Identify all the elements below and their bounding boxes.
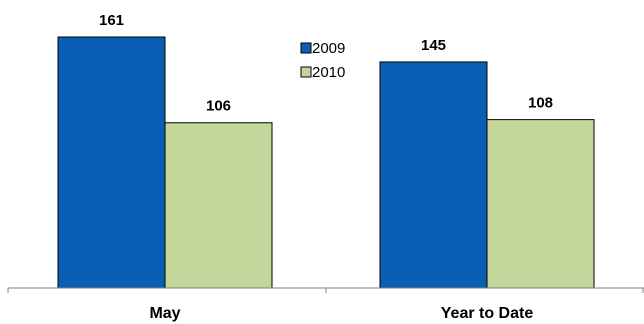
bar-year-to-date-2010	[486, 119, 595, 289]
value-label-may-2009: 161	[99, 12, 124, 29]
legend-swatch-2010	[300, 66, 312, 78]
bar-year-to-date-2009	[379, 61, 488, 289]
legend-label-2010: 2010	[312, 64, 345, 81]
x-axis	[7, 287, 644, 293]
legend-label-2009: 2009	[312, 40, 345, 57]
value-labels-group: 161 106 145 108	[99, 12, 553, 115]
value-label-year-to-date-2009: 145	[421, 37, 446, 54]
bar-may-2009	[57, 36, 166, 289]
value-label-year-to-date-2010: 108	[528, 95, 553, 112]
value-label-may-2010: 106	[206, 98, 231, 115]
bars-group	[57, 36, 595, 289]
bar-may-2010	[164, 122, 273, 289]
category-labels-group: May Year to Date	[149, 305, 533, 322]
category-label-year-to-date: Year to Date	[441, 305, 534, 322]
legend-swatch-2009	[300, 42, 312, 54]
category-label-may: May	[149, 305, 180, 322]
legend: 2009 2010	[300, 40, 345, 81]
